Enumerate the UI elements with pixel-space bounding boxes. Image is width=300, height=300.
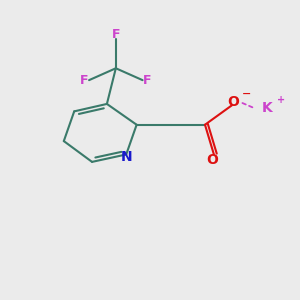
Text: F: F — [143, 74, 151, 87]
Text: +: + — [277, 95, 285, 105]
Text: N: N — [121, 150, 133, 164]
Text: −: − — [242, 89, 251, 99]
Text: F: F — [80, 74, 89, 87]
Text: O: O — [206, 153, 218, 167]
Text: O: O — [228, 95, 239, 110]
Text: F: F — [112, 28, 120, 41]
Text: K: K — [262, 101, 273, 116]
